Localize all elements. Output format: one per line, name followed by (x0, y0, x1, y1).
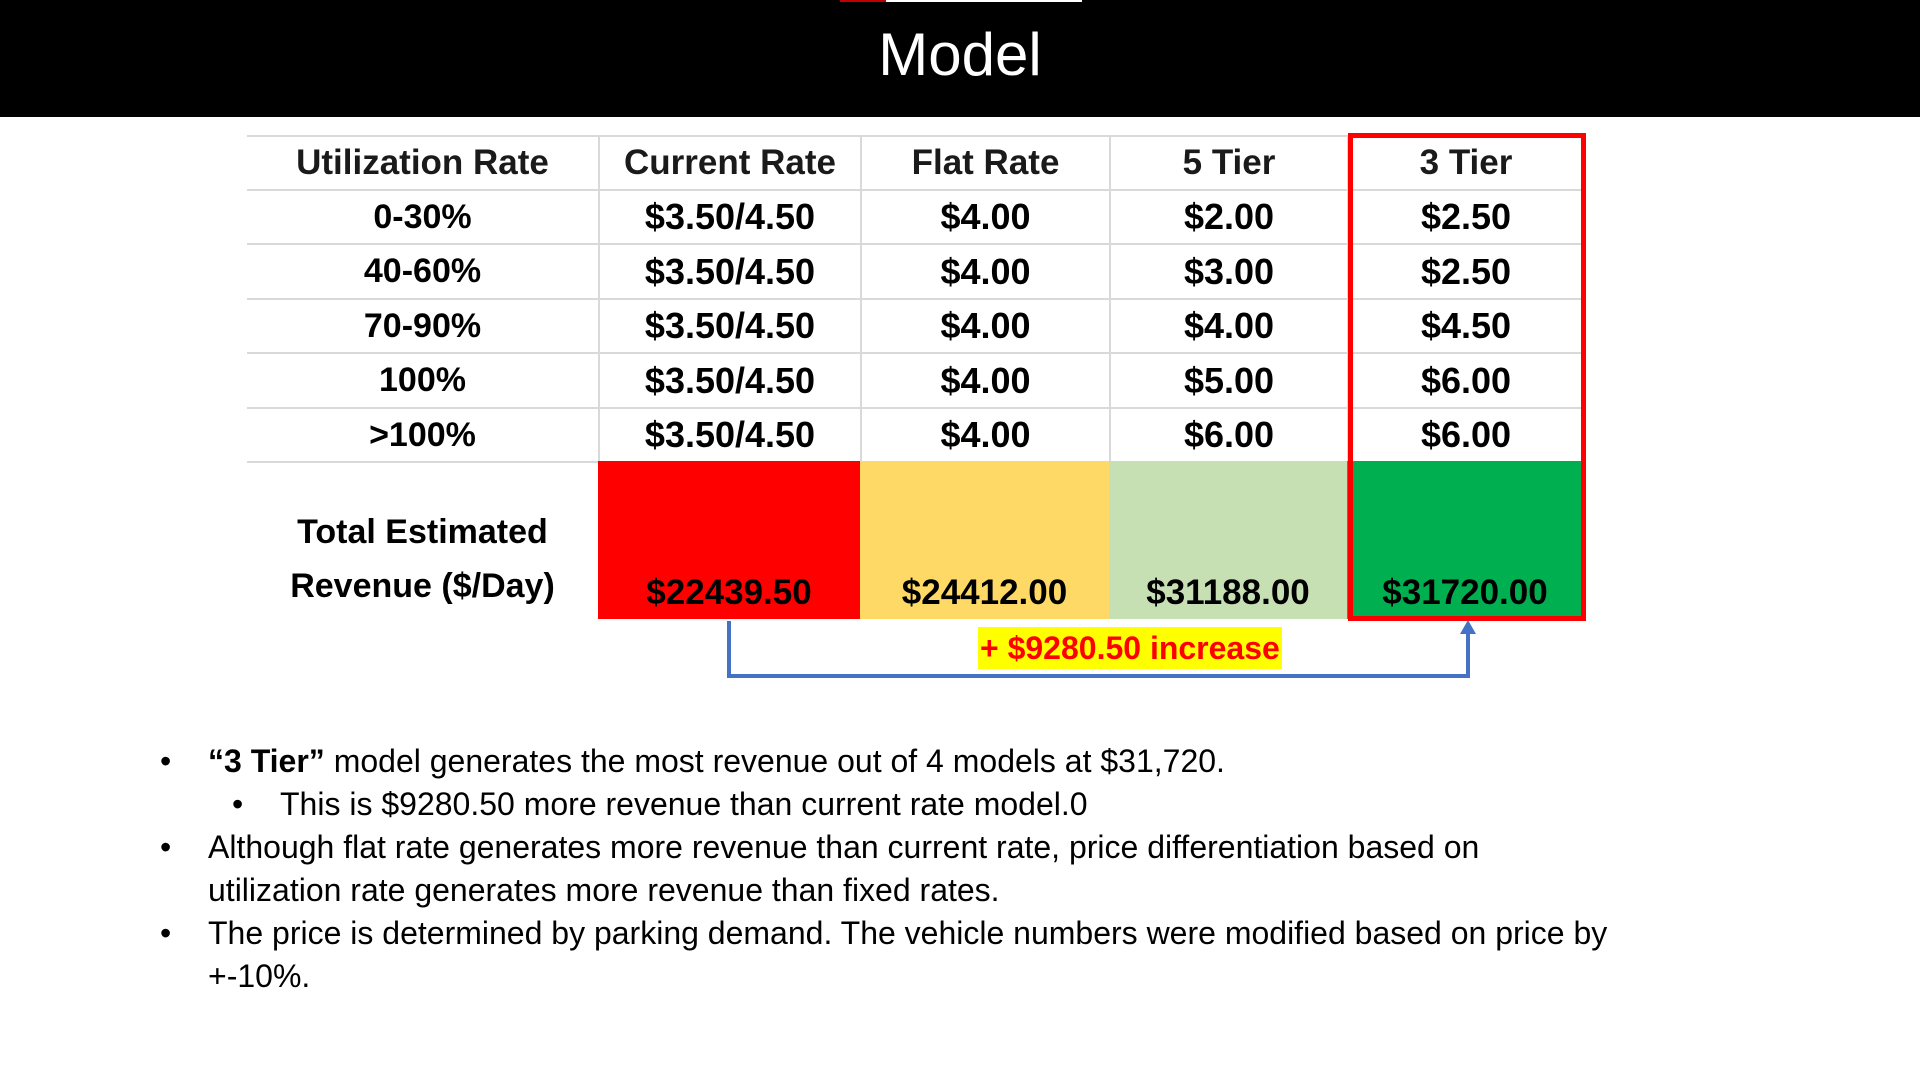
table-cell: $3.50/4.50 (598, 243, 860, 298)
header-5-tier: 5 Tier (1109, 135, 1347, 189)
bullet-item: • The price is determined by parking dem… (160, 912, 1610, 998)
table-cell: $5.00 (1109, 352, 1347, 407)
sub-bullet-item: • This is $9280.50 more revenue than cur… (160, 783, 1610, 826)
table-cell: $2.50 (1347, 243, 1583, 298)
revenue-flat-rate: $24412.00 (860, 461, 1109, 619)
table-cell: $3.50/4.50 (598, 189, 860, 243)
table-cell: $6.00 (1347, 407, 1583, 461)
title-accent-red (840, 0, 886, 2)
header-utilization-rate: Utilization Rate (247, 135, 598, 189)
table-cell: $4.00 (860, 298, 1109, 352)
table-cell: $2.50 (1347, 189, 1583, 243)
bullet-emphasis: “3 Tier” (208, 743, 325, 779)
table-cell: $4.00 (860, 243, 1109, 298)
bullet-text: The price is determined by parking deman… (208, 915, 1608, 994)
sub-bullet-text: This is $9280.50 more revenue than curre… (280, 786, 1088, 822)
slide-title: Model (878, 21, 1042, 88)
row-label: 100% (247, 352, 598, 407)
bullet-item: • Although flat rate generates more reve… (160, 826, 1610, 912)
header-3-tier: 3 Tier (1347, 135, 1583, 189)
revenue-3-tier: $31720.00 (1347, 461, 1583, 619)
bullet-marker-icon: • (232, 786, 244, 822)
table-cell: $4.00 (860, 352, 1109, 407)
title-bar: Model (0, 0, 1920, 117)
bullet-item: • “3 Tier” model generates the most reve… (160, 740, 1610, 783)
table-cell: $6.00 (1109, 407, 1347, 461)
row-label: 70-90% (247, 298, 598, 352)
bullet-marker-icon: • (160, 915, 172, 951)
header-current-rate: Current Rate (598, 135, 860, 189)
table-cell: $4.00 (860, 189, 1109, 243)
table-cell: $6.00 (1347, 352, 1583, 407)
table-cell: $4.00 (860, 407, 1109, 461)
table-cell: $4.50 (1347, 298, 1583, 352)
bullet-marker-icon: • (160, 743, 172, 779)
row-label: >100% (247, 407, 598, 461)
bullet-text: model generates the most revenue out of … (324, 743, 1225, 779)
revenue-label: Total Estimated Revenue ($/Day) (247, 461, 598, 619)
table-cell: $4.00 (1109, 298, 1347, 352)
table-cell: $3.50/4.50 (598, 298, 860, 352)
revenue-label-line2: Revenue ($/Day) (290, 567, 555, 605)
bullet-list: • “3 Tier” model generates the most reve… (160, 740, 1610, 998)
revenue-5-tier: $31188.00 (1109, 461, 1347, 619)
table-cell: $3.50/4.50 (598, 352, 860, 407)
table-cell: $2.00 (1109, 189, 1347, 243)
arrow-head-icon (1460, 620, 1476, 634)
table-cell: $3.00 (1109, 243, 1347, 298)
header-flat-rate: Flat Rate (860, 135, 1109, 189)
title-accent-white (886, 0, 1082, 2)
bullet-marker-icon: • (160, 829, 172, 865)
pricing-table: Utilization Rate Current Rate Flat Rate … (247, 135, 1583, 619)
increase-label: + $9280.50 increase (978, 627, 1282, 669)
row-label: 40-60% (247, 243, 598, 298)
revenue-current-rate: $22439.50 (598, 461, 860, 619)
table-cell: $3.50/4.50 (598, 407, 860, 461)
revenue-label-line1: Total Estimated (297, 513, 548, 551)
bullet-text: Although flat rate generates more revenu… (208, 829, 1480, 908)
row-label: 0-30% (247, 189, 598, 243)
